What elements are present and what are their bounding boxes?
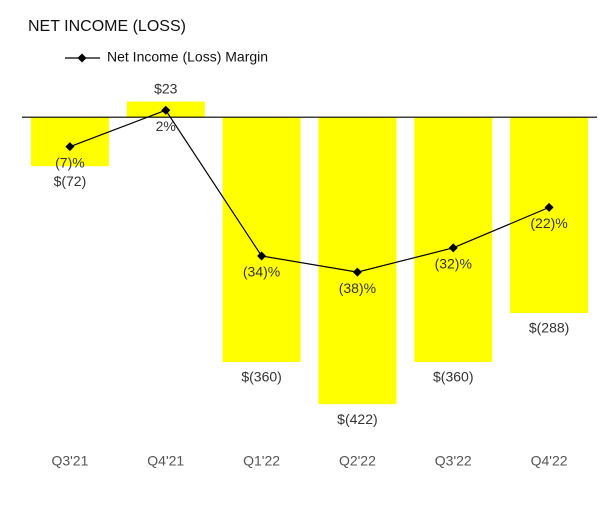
margin-marker [257,251,267,261]
margin-value-label: (32)% [435,256,472,272]
legend-label: Net Income (Loss) Margin [107,49,268,65]
chart-title: NET INCOME (LOSS) [28,18,186,35]
bar [318,117,397,405]
bar-value-label: $(288) [529,320,569,336]
bar-value-label: $(360) [433,369,473,385]
x-tick-label: Q3'21 [51,453,88,469]
margin-line [69,109,550,273]
legend-marker [77,53,87,63]
x-tick-label: Q1'22 [243,453,280,469]
margin-marker [448,243,458,253]
margin-marker [544,202,554,212]
margin-marker [161,105,171,115]
bar-value-label: $23 [154,80,178,96]
bar [510,117,589,314]
margin-value-label: 2% [156,118,176,134]
margin-marker [352,267,362,277]
bar-value-label: $(72) [54,173,87,189]
bar [222,117,301,362]
x-tick-label: Q3'22 [435,453,472,469]
margin-marker [65,142,75,152]
margin-value-label: (38)% [339,280,376,296]
bar [414,117,493,362]
margin-value-label: (7)% [55,154,85,170]
x-tick-label: Q2'22 [339,453,376,469]
x-tick-label: Q4'21 [147,453,184,469]
bar [30,117,109,167]
x-tick-label: Q4'22 [531,453,568,469]
bar-value-label: $(360) [241,369,281,385]
bar-value-label: $(422) [337,411,377,427]
margin-value-label: (34)% [243,264,280,280]
margin-value-label: (22)% [530,215,567,231]
